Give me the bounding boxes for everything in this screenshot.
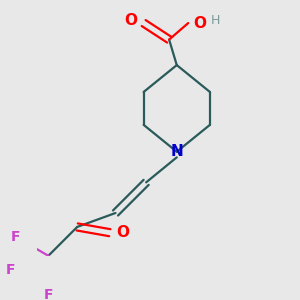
Text: F: F: [44, 288, 53, 300]
Text: O: O: [124, 13, 137, 28]
Text: O: O: [116, 225, 129, 240]
Text: O: O: [193, 16, 206, 31]
Text: N: N: [170, 144, 183, 159]
Text: F: F: [11, 230, 20, 244]
Text: F: F: [5, 263, 15, 277]
Text: H: H: [210, 14, 220, 27]
